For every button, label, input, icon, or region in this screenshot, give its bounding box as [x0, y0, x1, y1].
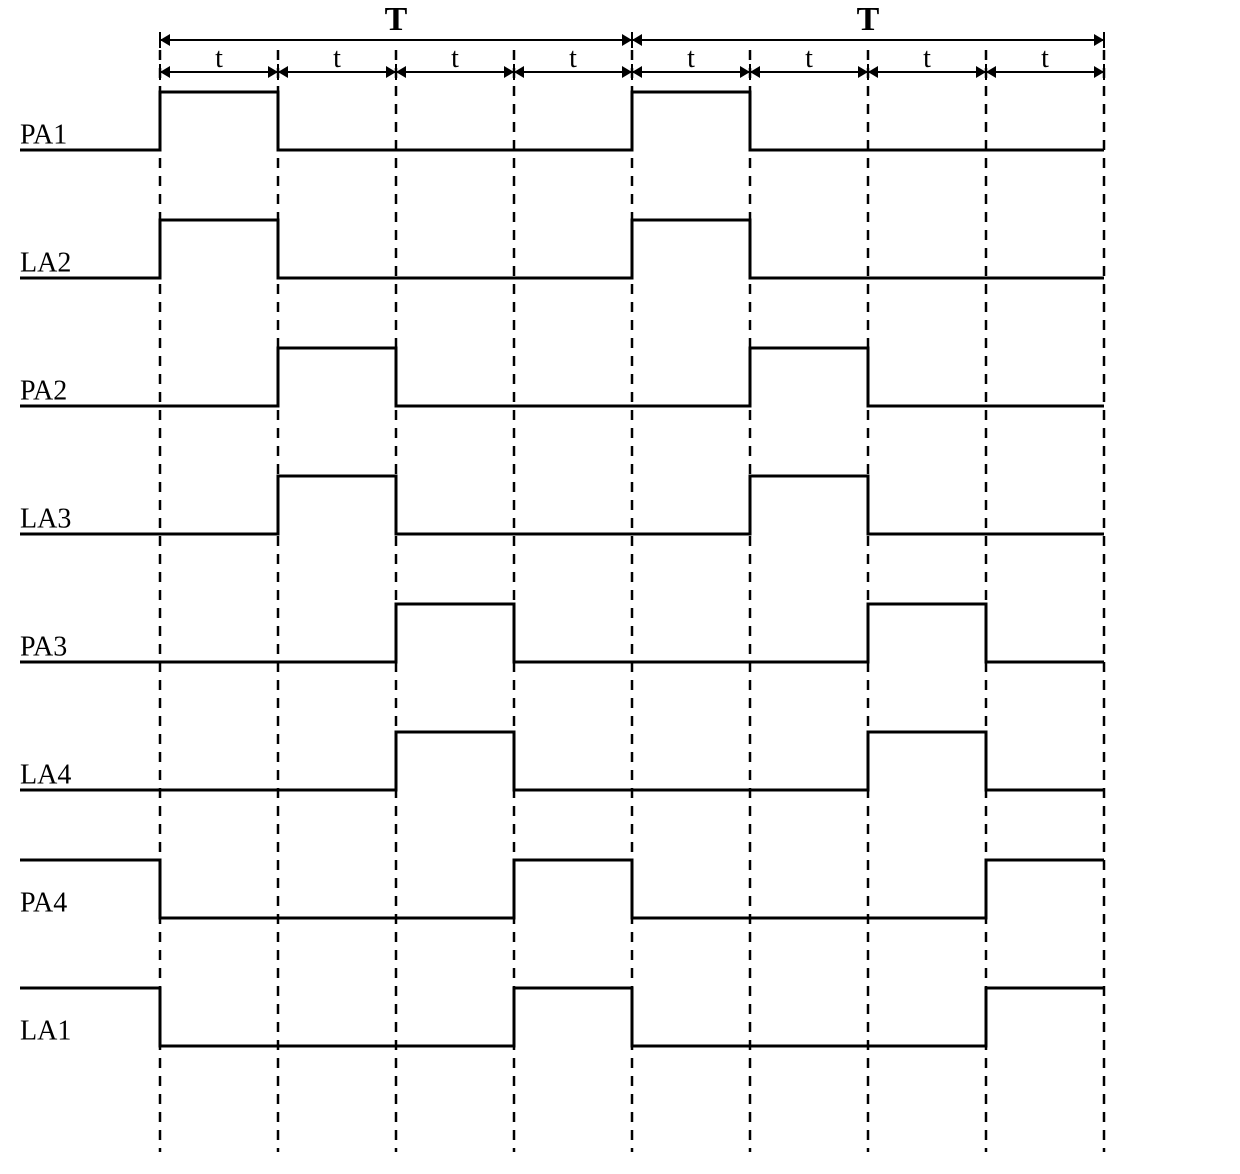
waveform-la1	[20, 988, 1104, 1046]
subtick-label: t	[333, 43, 341, 74]
subtick-label: t	[451, 43, 459, 74]
waveform-la2	[20, 220, 1104, 278]
timing-diagram: T Tt t t t t t t t PA1 LA2 PA2 LA3 PA3 LA4 PA4 LA1	[0, 0, 1240, 1174]
period-label: T	[857, 1, 880, 38]
signal-label: PA4	[20, 887, 67, 918]
subtick-label: t	[923, 43, 931, 74]
subtick-label: t	[1041, 43, 1049, 74]
signal-label: LA3	[20, 503, 71, 534]
signal-label: PA3	[20, 631, 67, 662]
signal-label: LA2	[20, 247, 71, 278]
subtick-label: t	[805, 43, 813, 74]
period-label: T	[385, 1, 408, 38]
signal-label: LA4	[20, 759, 71, 790]
subtick-label: t	[569, 43, 577, 74]
waveform-la3	[20, 476, 1104, 534]
signal-label: LA1	[20, 1015, 71, 1046]
signal-label: PA2	[20, 375, 67, 406]
waveform-pa1	[20, 92, 1104, 150]
waveform-pa4	[20, 860, 1104, 918]
subtick-label: t	[687, 43, 695, 74]
signal-label: PA1	[20, 119, 67, 150]
waveform-pa3	[20, 604, 1104, 662]
subtick-label: t	[215, 43, 223, 74]
waveform-la4	[20, 732, 1104, 790]
waveform-pa2	[20, 348, 1104, 406]
